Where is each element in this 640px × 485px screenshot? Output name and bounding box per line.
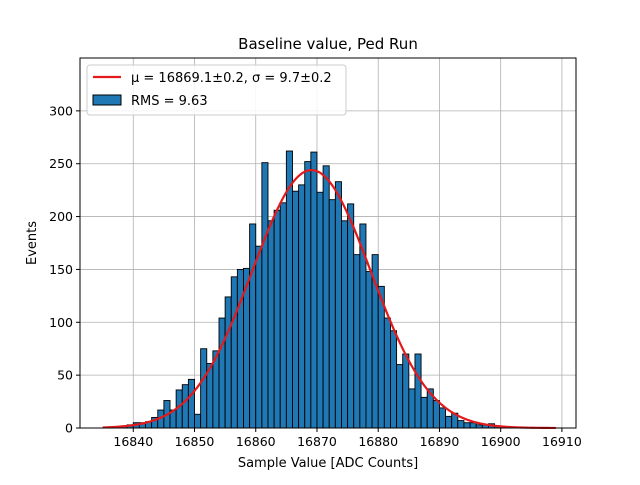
histogram-bar — [347, 203, 355, 429]
y-axis-ticks: 0 50 100 150 200 250 300 — [49, 103, 80, 436]
x-tick-label: 16870 — [297, 434, 337, 449]
histogram-bar — [304, 161, 312, 429]
histogram-bar — [200, 348, 208, 429]
chart-title: Baseline value, Ped Run — [238, 35, 418, 53]
x-tick-label: 16840 — [113, 434, 153, 449]
histogram-bar — [230, 276, 238, 429]
histogram-bar — [414, 353, 422, 429]
legend-box — [86, 64, 347, 116]
histogram-bar — [224, 296, 232, 429]
histogram-bar — [236, 268, 244, 429]
histogram-bar — [316, 191, 324, 429]
histogram-bar — [341, 220, 349, 429]
histogram-bar — [353, 254, 361, 429]
histogram-bar — [279, 202, 287, 429]
histogram-bar — [334, 181, 342, 429]
histogram-bar — [396, 364, 404, 429]
histogram-bar — [390, 330, 398, 429]
histogram-bar — [469, 422, 477, 429]
legend: μ = 16869.1±0.2, σ = 9.7±0.2 RMS = 9.63 — [86, 64, 347, 116]
plot-area-frame — [79, 57, 577, 429]
histogram-bar — [310, 151, 318, 429]
histogram-bar — [181, 384, 189, 429]
histogram-bar — [194, 413, 202, 429]
legend-fit-label: μ = 16869.1±0.2, σ = 9.7±0.2 — [131, 71, 332, 86]
histogram-bar — [218, 317, 226, 429]
y-tick-label: 100 — [49, 315, 73, 330]
y-tick-label: 200 — [49, 209, 73, 224]
histogram-bar — [438, 407, 447, 429]
x-tick-label: 16910 — [542, 434, 582, 449]
histogram-bar — [420, 396, 428, 429]
x-tick-label: 16860 — [236, 434, 276, 449]
histogram-bar — [432, 400, 440, 429]
y-tick-label: 250 — [49, 156, 73, 171]
histogram-bar — [292, 190, 300, 429]
x-tick-label: 16850 — [175, 434, 215, 449]
histogram-bar — [383, 317, 391, 429]
x-tick-label: 16900 — [481, 434, 521, 449]
histogram-bar — [463, 422, 471, 429]
histogram-bar — [328, 199, 336, 429]
y-tick-label: 300 — [49, 103, 73, 118]
histogram-bar — [377, 285, 385, 429]
histogram-bar — [187, 378, 195, 429]
y-tick-label: 150 — [49, 262, 73, 277]
histogram-bar — [255, 245, 263, 429]
histogram-bar — [249, 223, 257, 429]
x-tick-label: 16880 — [358, 434, 398, 449]
histogram-bar — [408, 388, 416, 429]
x-axis-label: Sample Value [ADC Counts] — [238, 456, 418, 471]
histogram-bar — [267, 220, 275, 429]
histogram-bar — [273, 209, 281, 429]
gaussian-fit-line — [102, 168, 556, 430]
legend-histogram-swatch — [92, 94, 122, 106]
x-tick-label: 16890 — [420, 434, 460, 449]
histogram-bar — [402, 353, 410, 429]
histogram-bar — [365, 271, 373, 429]
y-tick-label: 0 — [65, 421, 73, 436]
y-axis-label: Events — [25, 221, 40, 265]
histogram-bar — [445, 415, 453, 429]
histogram-bar — [457, 420, 465, 429]
y-tick-label: 50 — [57, 368, 73, 383]
histogram-bar — [322, 165, 330, 429]
legend-histogram-label: RMS = 9.63 — [131, 94, 208, 109]
histogram-bars — [114, 150, 508, 429]
histogram-bar — [261, 162, 269, 429]
x-axis-ticks: 16840 16850 16860 16870 16880 16890 16900 16910 — [113, 428, 582, 449]
histogram-bar — [298, 184, 306, 429]
